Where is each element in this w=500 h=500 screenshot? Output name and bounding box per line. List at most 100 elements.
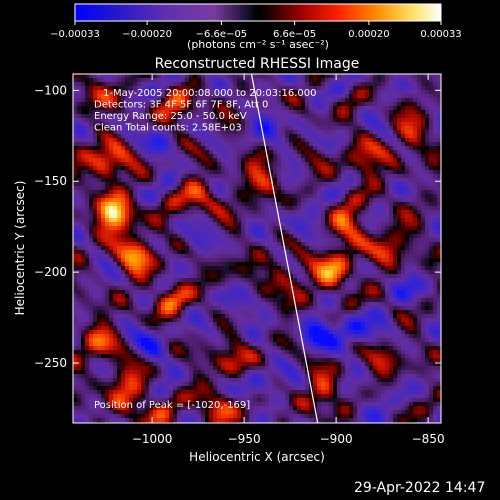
heatmap-cell (221, 222, 225, 226)
heatmap-cell (105, 94, 109, 98)
heatmap-cell (93, 114, 97, 118)
heatmap-cell (273, 254, 277, 258)
heatmap-cell (249, 82, 253, 86)
heatmap-cell (237, 246, 241, 250)
heatmap-cell (285, 254, 289, 258)
heatmap-cell (217, 118, 221, 122)
heatmap-cell (269, 234, 273, 238)
heatmap-cell (329, 246, 333, 250)
heatmap-cell (377, 98, 381, 102)
heatmap-cell (297, 230, 301, 234)
heatmap-cell (137, 178, 141, 182)
heatmap-cell (381, 82, 385, 86)
heatmap-cell (405, 262, 409, 266)
heatmap-cell (281, 234, 285, 238)
heatmap-cell (225, 282, 229, 286)
heatmap-cell (93, 246, 97, 250)
heatmap-cell (353, 266, 357, 270)
heatmap-cell (97, 162, 101, 166)
heatmap-cell (165, 86, 169, 90)
heatmap-cell (241, 246, 245, 250)
heatmap-cell (353, 178, 357, 182)
heatmap-cell (329, 222, 333, 226)
heatmap-cell (301, 90, 305, 94)
heatmap-cell (357, 98, 361, 102)
heatmap-cell (265, 86, 269, 90)
heatmap-cell (425, 242, 429, 246)
heatmap-cell (241, 90, 245, 94)
heatmap-cell (285, 186, 289, 190)
heatmap-cell (261, 166, 265, 170)
heatmap-cell (265, 178, 269, 182)
heatmap-cell (317, 86, 321, 90)
heatmap-cell (109, 222, 113, 226)
heatmap-cell (261, 226, 265, 230)
heatmap-cell (181, 234, 185, 238)
heatmap-cell (329, 94, 333, 98)
heatmap-cell (301, 282, 305, 286)
heatmap-cell (93, 98, 97, 102)
heatmap-cell (373, 270, 377, 274)
heatmap-cell (377, 230, 381, 234)
heatmap-cell (329, 130, 333, 134)
heatmap-cell (373, 158, 377, 162)
heatmap-cell (169, 274, 173, 278)
heatmap-cell (109, 178, 113, 182)
heatmap-cell (205, 162, 209, 166)
heatmap-cell (249, 110, 253, 114)
heatmap-cell (401, 162, 405, 166)
heatmap-cell (225, 266, 229, 270)
heatmap-cell (301, 98, 305, 102)
heatmap-cell (177, 102, 181, 106)
heatmap-cell (233, 110, 237, 114)
heatmap-cell (253, 262, 257, 266)
heatmap-cell (161, 142, 165, 146)
heatmap-cell (237, 198, 241, 202)
heatmap-cell (305, 98, 309, 102)
heatmap-cell (85, 106, 89, 110)
heatmap-cell (425, 182, 429, 186)
heatmap-cell (97, 278, 101, 282)
heatmap-cell (281, 206, 285, 210)
heatmap-cell (329, 190, 333, 194)
heatmap-cell (245, 278, 249, 282)
heatmap-cell (217, 126, 221, 130)
heatmap-cell (213, 242, 217, 246)
heatmap-cell (249, 246, 253, 250)
heatmap-cell (185, 138, 189, 142)
heatmap-cell (233, 150, 237, 154)
heatmap-cell (357, 166, 361, 170)
heatmap-cell (377, 266, 381, 270)
heatmap-cell (129, 90, 133, 94)
heatmap-cell (277, 182, 281, 186)
heatmap-cell (421, 110, 425, 114)
heatmap-cell (245, 206, 249, 210)
heatmap-cell (273, 242, 277, 246)
heatmap-cell (265, 194, 269, 198)
heatmap-cell (309, 94, 313, 98)
heatmap-cell (185, 202, 189, 206)
heatmap-cell (281, 86, 285, 90)
heatmap-cell (221, 130, 225, 134)
heatmap-cell (241, 154, 245, 158)
heatmap-cell (393, 166, 397, 170)
heatmap-cell (297, 130, 301, 134)
heatmap-cell (85, 154, 89, 158)
heatmap-cell (233, 266, 237, 270)
heatmap-cell (129, 206, 133, 210)
heatmap-cell (405, 74, 409, 78)
heatmap-cell (277, 142, 281, 146)
heatmap-cell (317, 102, 321, 106)
heatmap-cell (281, 142, 285, 146)
heatmap-cell (229, 138, 233, 142)
heatmap-cell (169, 278, 173, 282)
heatmap-cell (245, 178, 249, 182)
heatmap-cell (389, 230, 393, 234)
heatmap-cell (149, 254, 153, 258)
heatmap-cell (77, 178, 81, 182)
heatmap-cell (105, 102, 109, 106)
heatmap-cell (197, 214, 201, 218)
heatmap-cell (113, 286, 117, 290)
heatmap-cell (321, 166, 325, 170)
heatmap-cell (409, 74, 413, 78)
